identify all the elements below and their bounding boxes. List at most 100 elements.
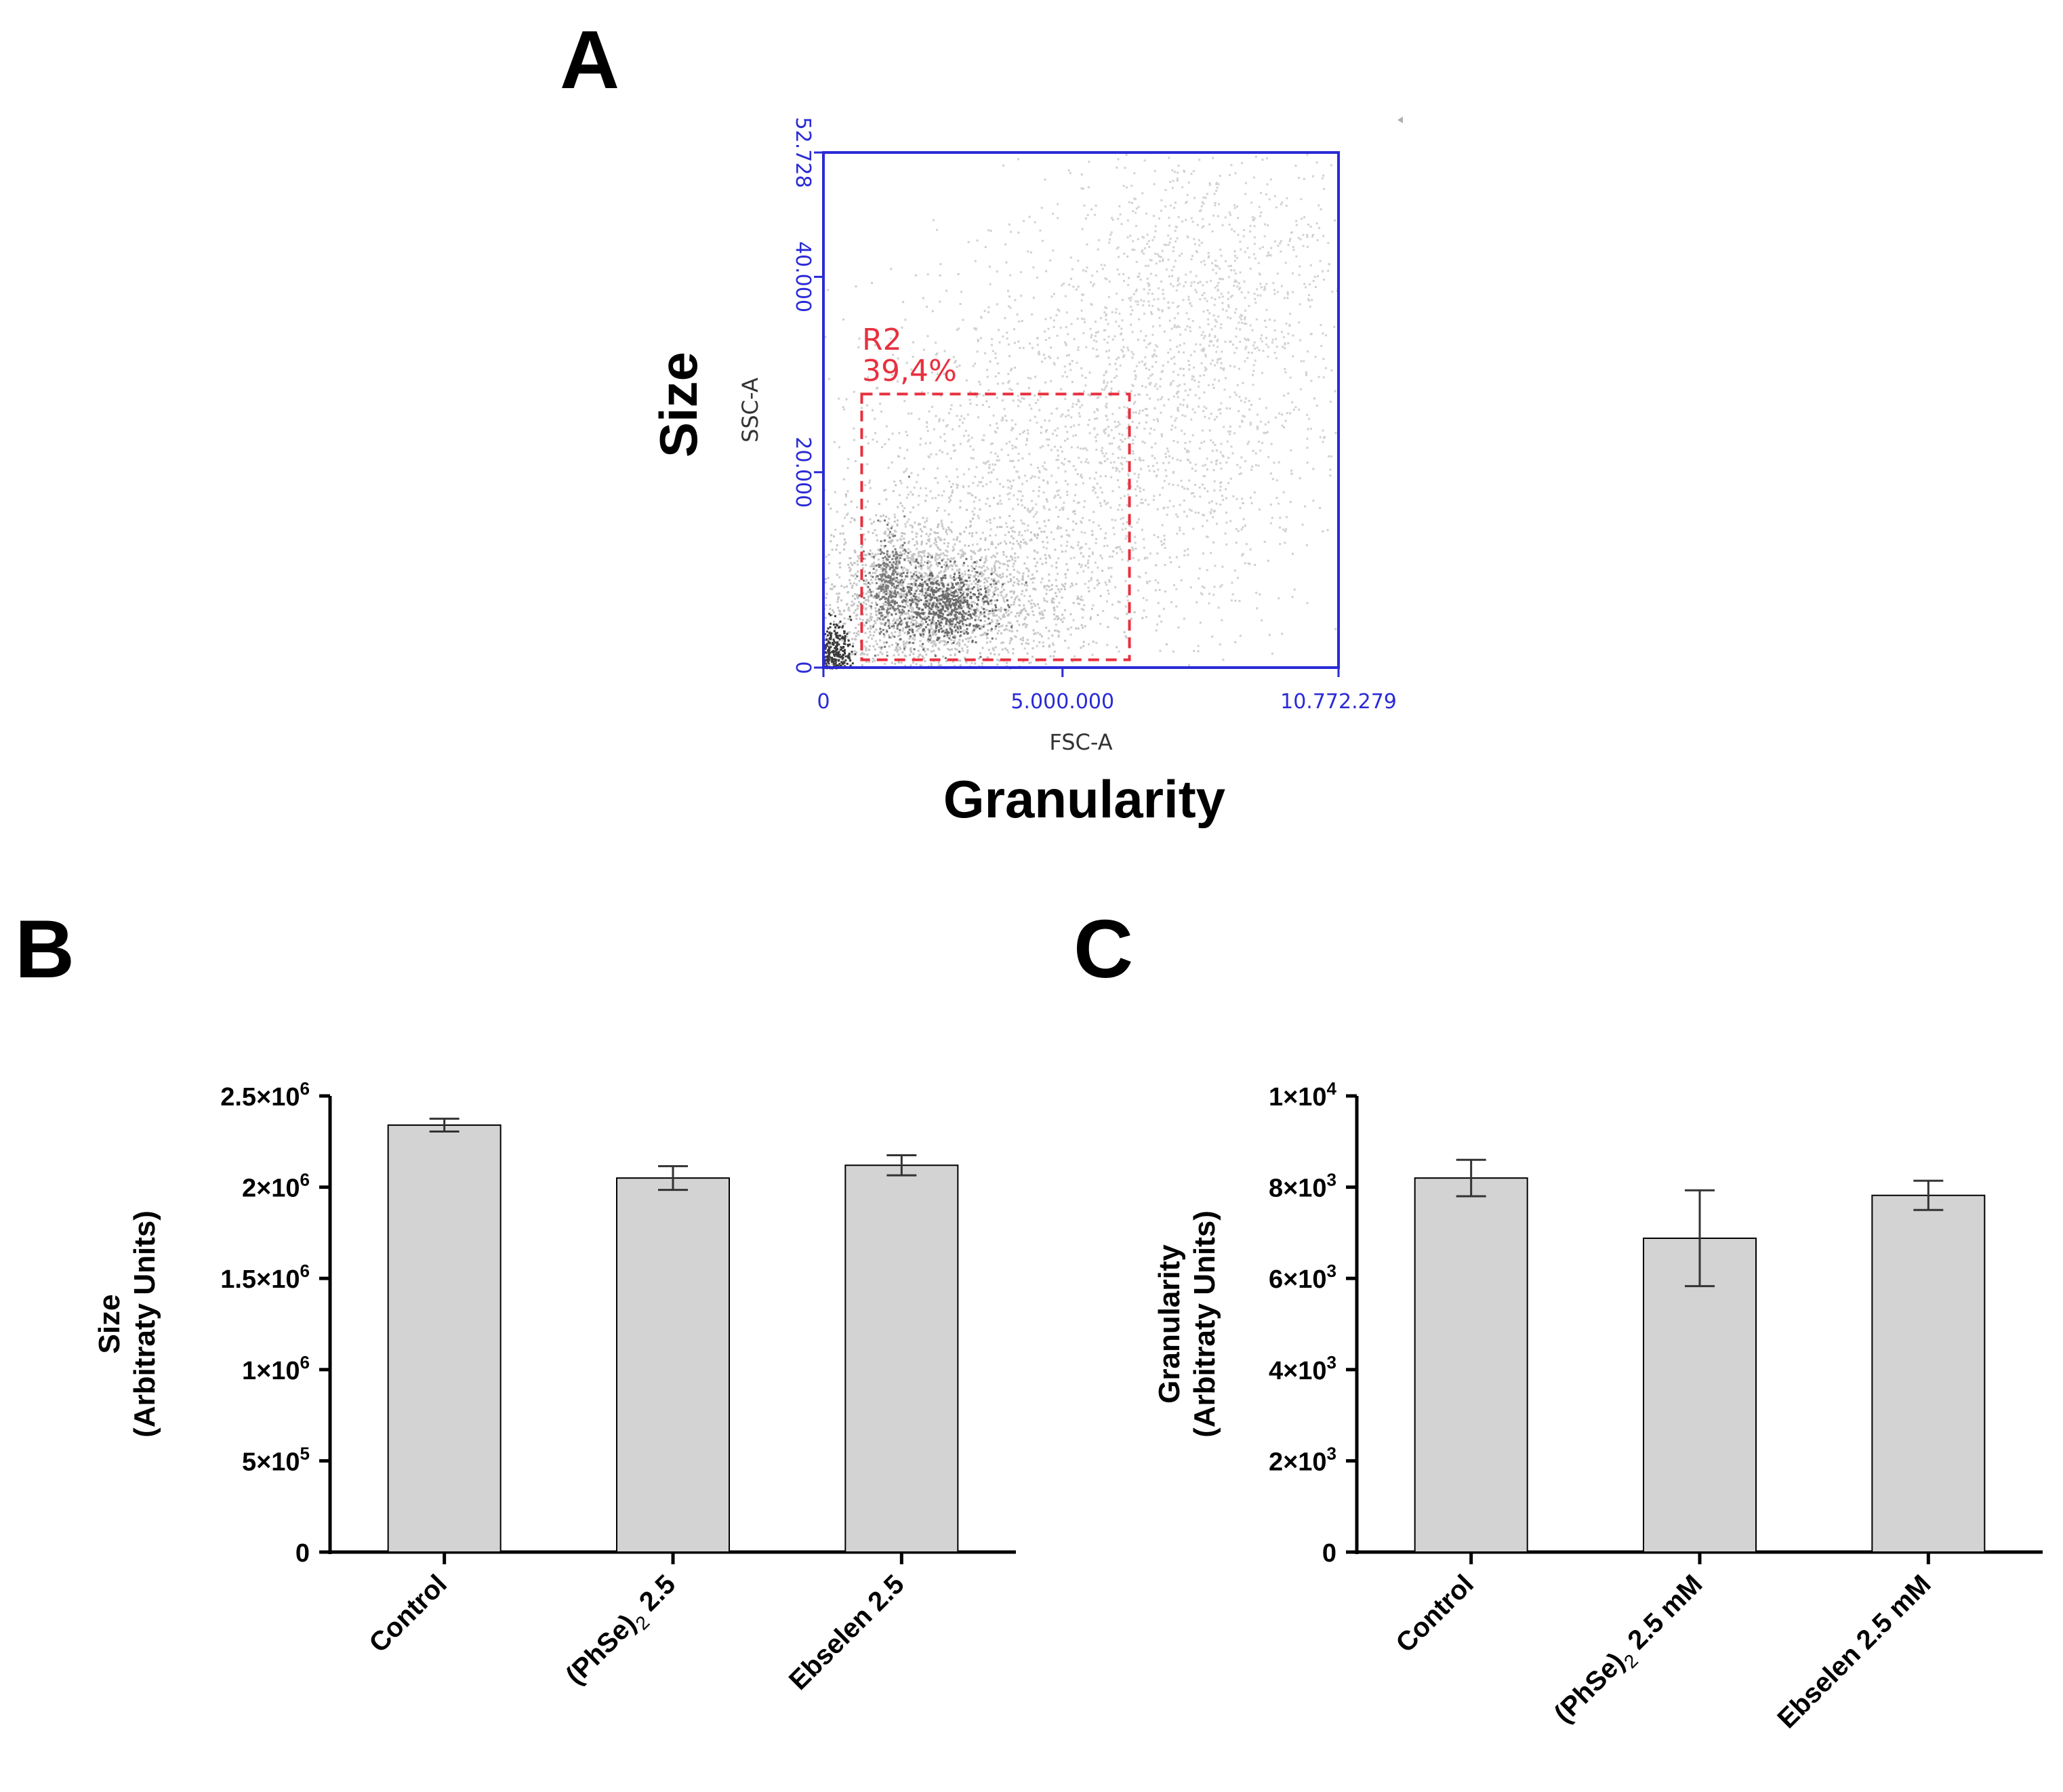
cyto-event [1206,300,1208,302]
cyto-event [894,631,897,633]
cyto-event [1042,445,1044,447]
cyto-event [905,468,908,470]
cyto-event [838,576,841,579]
cyto-event [1109,233,1112,236]
cyto-event [1249,548,1252,551]
cyto-event [1023,647,1026,650]
cyto-event [927,601,929,604]
cyto-event [970,636,973,638]
cyto-event [1073,556,1076,559]
cyto-event [1135,261,1138,263]
cyto-event [1151,293,1153,295]
cyto-event [1132,556,1135,559]
cyto-event [994,628,997,630]
cyto-event [937,661,940,664]
cyto-event [928,635,930,638]
cyto-event [926,565,929,568]
cyto-event [1194,394,1197,396]
cyto-event [1164,205,1167,208]
cyto-event [1210,279,1212,282]
cyto-event [1104,432,1107,434]
cyto-event [871,602,874,605]
cyto-event [1164,453,1167,455]
cyto-event [1090,616,1092,619]
cyto-event [1205,407,1208,409]
cyto-event [1273,319,1276,322]
cyto-event [1086,562,1089,565]
cyto-event [960,291,962,293]
cyto-event [978,481,981,483]
cyto-event [914,521,916,524]
cyto-event [1259,338,1262,340]
cyto-event [943,571,945,573]
cyto-event [937,536,939,539]
cyto-event [1093,428,1096,430]
cyto-event [1058,489,1061,491]
cyto-event [956,415,958,418]
cyto-event [1007,614,1010,617]
cyto-event [1126,595,1128,598]
cyto-event [1122,523,1124,525]
cyto-event [1241,420,1244,423]
cyto-event [1235,257,1238,260]
cyto-event [952,584,954,587]
cyto-event [905,640,908,643]
cyto-event [908,540,910,543]
cyto-event [1002,551,1005,553]
cyto-event [1027,432,1029,435]
cyto-event [1144,363,1147,365]
cyto-event [1303,283,1306,285]
cyto-event [1155,344,1157,346]
cyto-event [927,552,930,554]
cyto-event [908,628,911,631]
cyto-event [926,592,929,595]
cyto-event [901,582,903,585]
cyto-event [1069,172,1071,174]
cyto-event [1071,268,1074,270]
cyto-event [1017,158,1019,161]
cyto-event [1068,535,1071,537]
cyto-event [987,306,990,308]
cyto-event [975,562,978,565]
cyto-event [1130,306,1132,308]
cyto-event [1263,285,1266,288]
cyto-event [954,360,957,363]
cyto-event [1142,459,1145,462]
cyto-event [906,521,909,523]
cyto-event [921,617,924,620]
cyto-event [1285,323,1288,325]
cyto-event [1048,589,1051,592]
cyto-event [907,621,910,624]
cyto-event [1240,291,1243,293]
cyto-event [1059,527,1061,529]
cyto-event [1221,308,1224,310]
cyto-event [1010,596,1013,598]
cyto-event [949,565,952,567]
cyto-event [1054,495,1057,497]
cyto-event [960,415,963,418]
cyto-event [837,596,840,599]
cyto-event [1214,335,1217,338]
cyto-event [1273,352,1276,354]
cyto-event [1307,350,1309,353]
cyto-event [1183,374,1185,377]
cyto-event [1116,468,1119,470]
cyto-event [1160,378,1162,380]
cyto-event [878,591,880,594]
cyto-event [876,569,878,571]
cyto-event [879,651,882,653]
cyto-event [1191,375,1193,378]
cyto-event [831,613,834,616]
cyto-event [910,607,913,609]
cyto-event [1098,239,1100,241]
cyto-event [1213,510,1216,512]
cyto-event [937,481,939,484]
cyto-event [922,611,925,614]
cyto-event [947,608,949,611]
cyto-event [985,520,988,523]
cyto-event [1211,449,1214,452]
cyto-event [1105,414,1107,417]
cyto-event [1292,355,1294,358]
cyto-event [1138,318,1141,321]
